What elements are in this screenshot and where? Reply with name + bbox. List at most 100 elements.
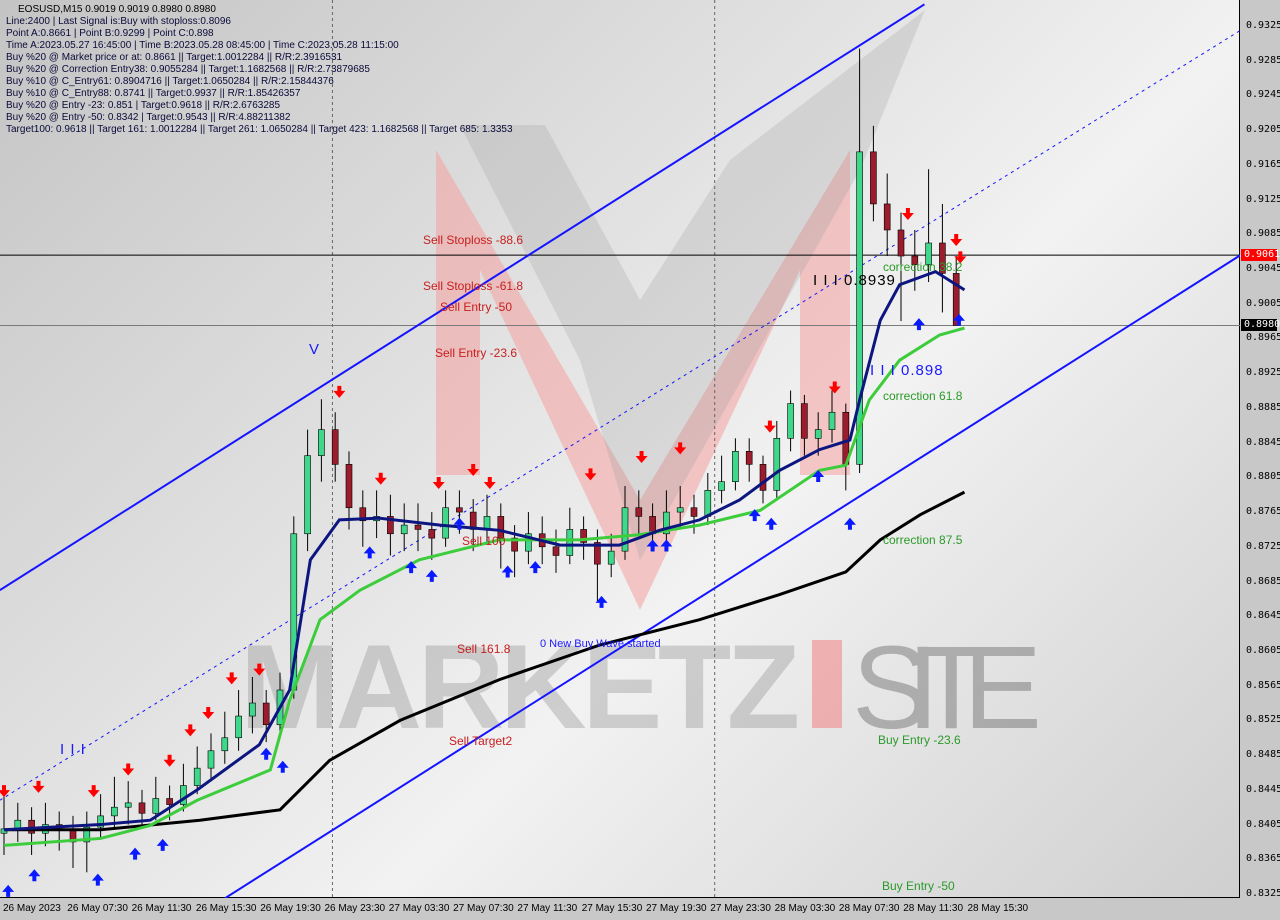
buy-arrow-icon	[363, 546, 376, 559]
candle-bearish	[939, 242, 946, 274]
buy-arrow-icon	[952, 313, 965, 326]
label-level-0-898: I I I 0.898	[870, 362, 944, 379]
buy-arrow-icon	[748, 509, 761, 522]
sell-arrow-icon	[483, 477, 496, 490]
label-sell-entry-50: Sell Entry -50	[440, 300, 513, 314]
price-tick-label: 0.8605	[1246, 644, 1280, 656]
label-new-buy-wave: 0 New Buy Wave started	[540, 638, 661, 650]
info-line: Time A:2023.05.27 16:45:00 | Time B:2023…	[6, 40, 399, 51]
label-sell-stoploss-61-8: Sell Stoploss -61.8	[423, 279, 524, 293]
moving-average-mid	[3, 326, 965, 847]
candle-bullish	[83, 826, 91, 843]
info-line: Buy %10 @ C_Entry61: 0.8904716 || Target…	[6, 76, 334, 87]
time-tick-label: 28 May 11:30	[903, 903, 964, 914]
buy-arrow-icon	[529, 561, 542, 574]
price-tick-label: 0.8405	[1246, 818, 1280, 830]
candle-bullish	[718, 481, 725, 491]
indicator-info-panel: EOSUSD,M15 0.9019 0.9019 0.8980 0.8980 L…	[6, 4, 513, 136]
watermark-text-left: MARKETZ	[240, 620, 800, 754]
candle-bearish	[952, 273, 960, 326]
candle-bullish	[111, 806, 118, 817]
time-tick-label: 27 May 11:30	[517, 903, 578, 914]
candle-bearish	[580, 529, 587, 543]
price-tick-label: 0.9285	[1246, 54, 1280, 66]
info-line: Target100: 0.9618 || Target 161: 1.00122…	[6, 124, 513, 135]
channel-mid-dotted-line	[0, 30, 1240, 801]
candle-bearish	[166, 798, 173, 805]
candle-bullish	[235, 715, 242, 739]
buy-arrow-icon	[765, 517, 778, 530]
price-tick-label: 0.8765	[1246, 506, 1280, 518]
price-tick-label: 0.8805	[1246, 471, 1280, 483]
candle-bearish	[911, 255, 919, 265]
candle-bearish	[387, 516, 394, 535]
price-tick-label: 0.8485	[1246, 749, 1280, 761]
price-tick-label: 0.8445	[1246, 783, 1280, 795]
candle-bearish	[594, 542, 601, 565]
sell-arrow-icon	[374, 472, 387, 485]
sell-arrow-icon	[950, 234, 963, 246]
sell-arrow-icon	[763, 420, 776, 433]
label-correction-61-8: correction 61.8	[883, 389, 963, 403]
candle-bullish	[676, 507, 684, 513]
chart-plot-area[interactable]	[0, 0, 1240, 898]
candle-bullish	[97, 815, 104, 828]
candle-bullish	[152, 798, 160, 814]
price-tick-label: 0.8645	[1246, 610, 1280, 622]
candle-bullish	[732, 451, 739, 483]
candle-bearish	[511, 537, 518, 552]
sell-arrow-icon	[122, 763, 135, 776]
sell-arrow-icon	[253, 663, 266, 676]
candle-bearish	[456, 507, 463, 513]
buy-arrow-icon	[812, 470, 825, 483]
candle-bearish	[345, 464, 353, 509]
buy-arrow-icon	[595, 595, 608, 608]
price-chart[interactable]	[0, 0, 1240, 898]
buy-arrow-icon	[2, 884, 15, 897]
candle-bearish	[414, 524, 422, 530]
candle-bullish	[828, 411, 836, 430]
watermark-bar	[812, 640, 842, 728]
price-tick-label: 0.8365	[1246, 853, 1280, 865]
info-line: Buy %20 @ Market price or at: 0.8661 || …	[6, 52, 343, 63]
candle-bullish	[442, 507, 449, 539]
sell-arrow-icon	[87, 785, 100, 798]
candle-bullish	[566, 529, 574, 556]
candle-bullish	[856, 151, 863, 465]
sell-arrow-icon	[901, 207, 914, 220]
candle-bullish	[621, 507, 629, 552]
sell-arrow-icon	[674, 442, 687, 455]
candle-bullish	[925, 242, 932, 266]
buy-arrow-icon	[276, 760, 289, 773]
info-line: Buy %20 @ Entry -50: 0.8342 | Target:0.9…	[6, 112, 291, 123]
sell-arrow-icon	[163, 754, 176, 767]
label-buy-entry-23-6: Buy Entry -23.6	[878, 733, 961, 747]
time-tick-label: 26 May 2023	[3, 903, 61, 914]
price-tick-label: 0.8845	[1246, 436, 1280, 448]
info-line: Buy %10 @ C_Entry88: 0.8741 || Target:0.…	[6, 88, 301, 99]
label-sell-entry-23-6: Sell Entry -23.6	[435, 346, 518, 360]
candle-bullish	[704, 490, 712, 517]
watermark-m-shadow	[460, 10, 925, 560]
candle-bullish	[221, 737, 229, 752]
label-wave-v: V	[309, 341, 321, 358]
buy-arrow-icon	[912, 318, 925, 331]
candle-bearish	[897, 229, 905, 257]
time-tick-label: 28 May 03:30	[774, 903, 836, 914]
buy-arrow-icon	[405, 561, 418, 574]
price-tick-label: 0.8885	[1246, 401, 1280, 413]
price-tick-label: 0.8565	[1246, 679, 1280, 691]
price-tick-label: 0.9245	[1246, 89, 1280, 101]
watermark-m-shape	[436, 150, 850, 610]
price-tick-label: 0.9005	[1246, 297, 1280, 309]
sell-arrow-icon	[202, 707, 215, 720]
info-line: Point A:0.8661 | Point B:0.9299 | Point …	[6, 28, 214, 39]
price-tick-label: 0.8925	[1246, 367, 1280, 379]
candle-bullish	[663, 511, 670, 535]
sell-arrow-icon	[467, 464, 480, 477]
channel-lower-line	[224, 254, 1240, 898]
candle-bullish	[304, 455, 311, 535]
candle-bullish	[773, 437, 781, 491]
buy-arrow-icon	[453, 517, 466, 530]
candle-bullish	[525, 533, 532, 552]
